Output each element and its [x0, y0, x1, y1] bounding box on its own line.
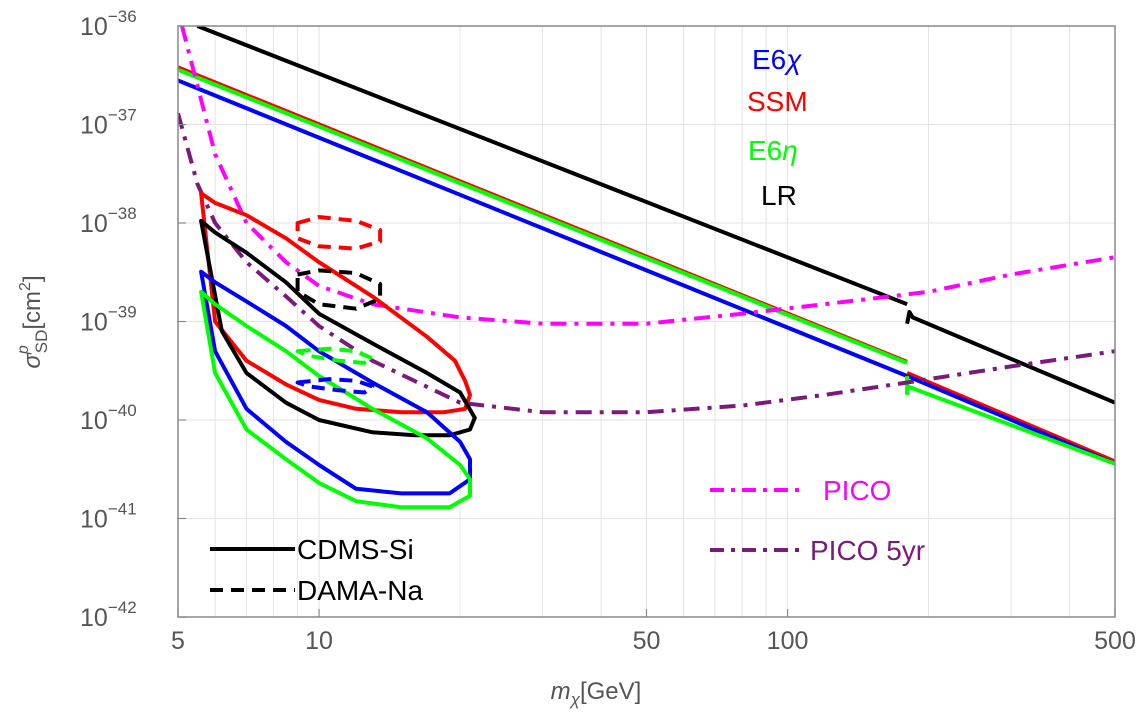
- series-e6--7: [906, 384, 1115, 466]
- grid: [177, 25, 1116, 618]
- y-axis-title-sup: p: [15, 345, 32, 355]
- legend-ssm: SSM: [747, 86, 808, 117]
- legend-e6eta: E6η: [748, 135, 798, 166]
- x-axis-title-unit: [GeV]: [580, 678, 641, 705]
- y-tick-exponent: −41: [108, 500, 137, 519]
- legend-models: E6χ SSM E6η LR: [747, 44, 808, 211]
- series-lr-1: [905, 310, 1115, 405]
- axis-ticks: 5 10 50 100 50010−4210−4110−4010−3910−3810−3…: [80, 7, 1136, 655]
- series-layer: [178, 26, 1115, 510]
- x-tick-label: 500: [1094, 627, 1136, 655]
- series-cdms-si-12: [199, 218, 477, 438]
- y-tick-label: 10−38: [80, 204, 137, 238]
- y-axis-title-unit-suffix: ]: [19, 275, 46, 282]
- y-tick-base: 10: [80, 309, 108, 337]
- x-tick-label: 5: [171, 627, 185, 655]
- series-cdms-si-11: [199, 191, 472, 415]
- legend-dama-label: DAMA-Na: [297, 575, 423, 606]
- y-axis-title-unit-prefix: [cm: [19, 291, 46, 330]
- series-dama-na-17: [295, 346, 375, 365]
- y-tick-exponent: −38: [108, 204, 137, 223]
- x-tick-label: 100: [767, 627, 809, 655]
- series-pico-9: [180, 26, 1115, 326]
- y-tick-label: 10−36: [80, 7, 137, 41]
- y-tick-base: 10: [80, 210, 108, 238]
- y-tick-exponent: −37: [108, 106, 137, 125]
- y-axis-title: σpSD[cm2]: [15, 275, 51, 368]
- y-tick-base: 10: [80, 407, 108, 435]
- y-axis-title-unit-exp: 2: [17, 282, 34, 291]
- y-tick-label: 10−42: [80, 598, 137, 632]
- legend-e6chi: E6χ: [752, 44, 802, 75]
- x-axis-title: mχ[GeV]: [551, 678, 642, 709]
- y-tick-base: 10: [80, 506, 108, 534]
- y-tick-label: 10−41: [80, 500, 137, 534]
- series-ssm-5: [906, 371, 1115, 464]
- legend-cdms-label: CDMS-Si: [297, 534, 414, 565]
- y-tick-base: 10: [80, 604, 108, 632]
- legend-lr: LR: [761, 180, 797, 211]
- series-dama-na-15: [295, 215, 383, 251]
- x-axis-title-sub: χ: [569, 690, 581, 709]
- y-axis-title-base: σ: [19, 353, 46, 369]
- x-tick-label: 10: [305, 627, 333, 655]
- x-axis-title-base: m: [551, 678, 571, 705]
- series-dama-na-16: [295, 268, 383, 311]
- series-e6--4: [178, 78, 908, 378]
- y-axis-title-sub: SD: [32, 330, 51, 354]
- legend-pico-label: PICO: [823, 475, 891, 506]
- series-lr-0: [196, 26, 908, 307]
- legend-pico5yr-label: PICO 5yr: [810, 535, 925, 566]
- y-tick-exponent: −42: [108, 598, 137, 617]
- legend-pico: PICO PICO 5yr: [710, 475, 925, 566]
- legend-experiments: CDMS-Si DAMA-Na: [210, 534, 423, 606]
- series-e6--3: [178, 67, 908, 365]
- series-cdms-si-13: [199, 269, 472, 496]
- y-tick-exponent: −39: [108, 303, 137, 322]
- x-tick-label: 50: [633, 627, 661, 655]
- y-tick-exponent: −40: [108, 401, 137, 420]
- y-tick-exponent: −36: [108, 7, 137, 26]
- y-tick-label: 10−37: [80, 106, 137, 140]
- y-tick-label: 10−39: [80, 303, 137, 337]
- series-dama-na-18: [295, 377, 375, 395]
- series-cdms-si-14: [199, 289, 472, 510]
- y-tick-label: 10−40: [80, 401, 137, 435]
- y-tick-base: 10: [80, 112, 108, 140]
- series-pico-5yr-10: [178, 112, 1115, 415]
- y-tick-base: 10: [80, 13, 108, 41]
